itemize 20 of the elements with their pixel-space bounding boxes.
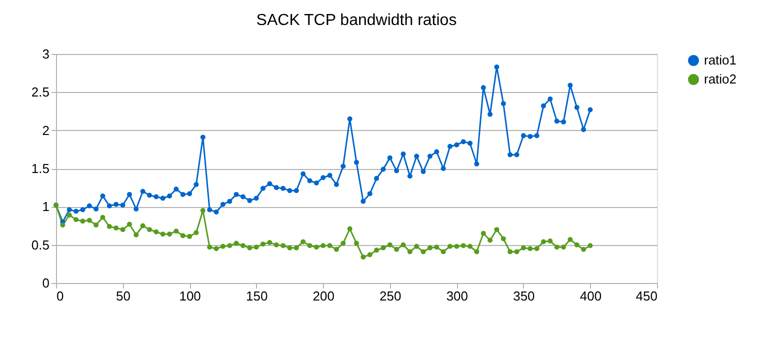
x-tick-label: 450 (636, 288, 658, 304)
x-tick-label: 350 (513, 288, 535, 304)
x-tick-label: 300 (446, 288, 468, 304)
y-tick-label: 1.5 (31, 161, 50, 176)
y-tick-label: 0.5 (31, 237, 50, 252)
legend-label: ratio2 (704, 72, 737, 86)
y-tick-label: 3 (42, 46, 50, 62)
x-tick-label: 100 (179, 288, 201, 304)
x-tick-label: 150 (246, 288, 268, 304)
y-tick-label: 0 (42, 276, 50, 290)
legend-label: ratio1 (704, 52, 737, 68)
y-tick-label: 2.5 (31, 84, 50, 100)
y-tick-label: 1 (42, 199, 50, 214)
chart-title: SACK TCP bandwidth ratios (256, 12, 457, 29)
x-tick-label: 50 (116, 288, 131, 304)
x-tick-label: 0 (56, 288, 64, 304)
x-tick-label: 400 (580, 288, 602, 304)
y-tick-label: 2 (42, 122, 50, 138)
x-tick-label: 250 (380, 288, 402, 304)
x-tick-label: 200 (312, 288, 334, 304)
